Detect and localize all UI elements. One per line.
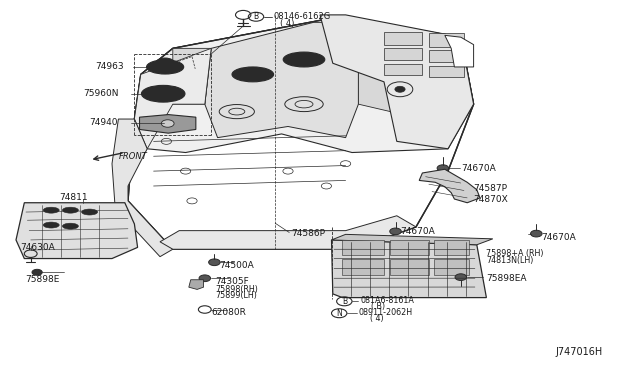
- Bar: [429, 66, 464, 77]
- Bar: [342, 240, 384, 255]
- Polygon shape: [112, 119, 173, 257]
- Bar: [384, 64, 422, 75]
- Polygon shape: [173, 48, 211, 104]
- Bar: [384, 48, 422, 60]
- Text: 75960N: 75960N: [83, 89, 118, 98]
- Ellipse shape: [156, 58, 175, 68]
- Bar: [390, 240, 429, 255]
- Ellipse shape: [232, 67, 274, 82]
- Polygon shape: [339, 17, 461, 52]
- Circle shape: [32, 269, 42, 275]
- Text: 081A6-8161A: 081A6-8161A: [361, 296, 415, 305]
- Ellipse shape: [63, 223, 79, 229]
- Text: 74870X: 74870X: [474, 195, 508, 204]
- Polygon shape: [320, 15, 474, 149]
- Text: ( 4): ( 4): [370, 314, 383, 323]
- Ellipse shape: [44, 222, 60, 228]
- Circle shape: [199, 275, 211, 282]
- Ellipse shape: [82, 209, 98, 215]
- Text: 74586P: 74586P: [291, 229, 325, 238]
- Ellipse shape: [147, 60, 184, 74]
- Circle shape: [161, 120, 174, 127]
- Text: 74670A: 74670A: [461, 164, 495, 173]
- Polygon shape: [332, 240, 486, 298]
- Ellipse shape: [242, 70, 264, 78]
- Text: FRONT: FRONT: [118, 152, 147, 161]
- Text: 75899(LH): 75899(LH): [215, 291, 257, 300]
- Polygon shape: [445, 35, 474, 67]
- Bar: [342, 259, 384, 275]
- Bar: [429, 50, 464, 62]
- Text: 74630A: 74630A: [20, 243, 55, 251]
- Text: 74813N(LH): 74813N(LH): [486, 256, 534, 265]
- Circle shape: [455, 274, 467, 280]
- Text: 74305F: 74305F: [215, 278, 249, 286]
- Circle shape: [395, 86, 405, 92]
- Ellipse shape: [63, 207, 79, 213]
- Circle shape: [531, 230, 542, 237]
- Text: 74963: 74963: [95, 62, 124, 71]
- Polygon shape: [134, 17, 474, 153]
- Polygon shape: [160, 216, 416, 249]
- Text: 75898E: 75898E: [26, 275, 60, 284]
- Bar: [434, 259, 469, 275]
- Polygon shape: [189, 280, 204, 289]
- Text: 74670A: 74670A: [400, 227, 435, 236]
- Text: 74500A: 74500A: [219, 262, 253, 270]
- Bar: [390, 259, 429, 275]
- Text: 08911-2062H: 08911-2062H: [358, 308, 413, 317]
- Text: ( B): ( B): [371, 302, 385, 311]
- Text: 75898(RH): 75898(RH): [215, 285, 258, 294]
- Text: J747016H: J747016H: [556, 347, 603, 356]
- Ellipse shape: [44, 207, 60, 213]
- Polygon shape: [419, 169, 480, 203]
- Circle shape: [209, 259, 220, 266]
- Text: 75898EA: 75898EA: [486, 274, 527, 283]
- Text: ( 4): ( 4): [280, 19, 294, 28]
- Bar: [384, 32, 422, 45]
- Ellipse shape: [151, 89, 175, 98]
- Ellipse shape: [283, 52, 325, 67]
- Text: 74670A: 74670A: [541, 233, 575, 242]
- Bar: [429, 33, 464, 46]
- Circle shape: [437, 165, 449, 171]
- Text: 74811: 74811: [59, 193, 88, 202]
- Polygon shape: [140, 115, 196, 133]
- Ellipse shape: [293, 55, 316, 64]
- Text: 75898+A (RH): 75898+A (RH): [486, 249, 544, 258]
- Text: 08146-6162G: 08146-6162G: [273, 12, 330, 21]
- Text: B: B: [342, 297, 347, 306]
- Ellipse shape: [141, 86, 185, 102]
- Polygon shape: [205, 22, 358, 138]
- Polygon shape: [16, 203, 138, 259]
- Polygon shape: [134, 48, 211, 149]
- Text: 74940: 74940: [90, 118, 118, 127]
- Polygon shape: [358, 45, 397, 112]
- Circle shape: [390, 228, 401, 235]
- Bar: [434, 240, 469, 255]
- Text: B: B: [253, 12, 259, 21]
- Text: N: N: [337, 309, 342, 318]
- Text: 74587P: 74587P: [474, 185, 508, 193]
- Polygon shape: [332, 234, 493, 245]
- Text: 62080R: 62080R: [211, 308, 246, 317]
